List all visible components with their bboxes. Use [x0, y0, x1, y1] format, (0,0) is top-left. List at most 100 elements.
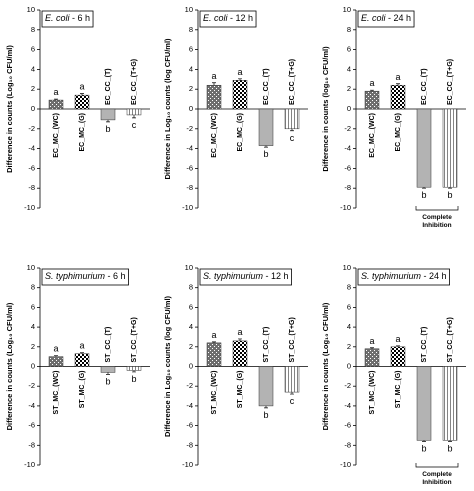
significance-letter: b: [421, 443, 426, 453]
y-tick-label: 6: [347, 45, 351, 54]
bar: [258, 366, 274, 407]
y-axis-label: Difference in Log₁₀ counts (log CFU/ml): [163, 295, 172, 437]
panel: -10 -8 -6 -4 -2 0 2 4 6 8 10 Difference in counts (…: [5, 263, 150, 469]
significance-letter: a: [395, 72, 400, 82]
x-tick-label: EC_CC_(T+G): [131, 59, 138, 105]
significance-letter: b: [105, 124, 110, 134]
y-tick-label: 10: [27, 5, 35, 14]
x-tick-label: EC_MC_(G): [79, 113, 86, 152]
significance-letter: a: [237, 67, 242, 77]
x-tick-label: ST_MC_(WC): [53, 371, 60, 415]
panel: -10 -8 -6 -4 -2 0 2 4 6 8 10 Difference in Log₁₀ co…: [163, 5, 308, 212]
y-tick-label: 2: [347, 84, 351, 93]
panel-title: E. coli - 6 h: [45, 13, 90, 23]
panel-title: S. typhimurium - 6 h: [45, 271, 126, 281]
bar: [390, 346, 406, 367]
panel-title: S. typhimurium - 12 h: [203, 271, 289, 281]
y-tick-label: 6: [347, 302, 351, 311]
title-time: - 6 h: [70, 13, 91, 23]
y-tick-label: 8: [31, 283, 35, 292]
y-tick-label: -2: [186, 124, 193, 133]
y-tick-label: 4: [189, 322, 193, 331]
y-tick-label: 6: [31, 302, 35, 311]
y-tick-label: 6: [189, 45, 193, 54]
significance-letter: b: [421, 190, 426, 200]
error-bar: [80, 93, 84, 96]
significance-letter: a: [211, 71, 216, 81]
title-time: - 12 h: [228, 13, 254, 23]
x-tick-label: EC_CC_(T): [263, 68, 270, 105]
x-tick-label: EC_MC_(WC): [369, 113, 376, 158]
panel: -10 -8 -6 -4 -2 0 2 4 6 8 10 Difference in counts (…: [5, 5, 150, 212]
title-time: - 24 h: [421, 271, 447, 281]
y-tick-label: 2: [31, 342, 35, 351]
bar: [390, 84, 406, 110]
y-tick-label: -10: [182, 203, 193, 212]
y-tick-label: -6: [344, 421, 351, 430]
error-bar: [54, 355, 58, 357]
y-tick-label: -8: [344, 183, 351, 192]
y-tick-label: 2: [189, 84, 193, 93]
significance-letter: a: [369, 78, 374, 88]
title-organism: S. typhimurium: [45, 271, 106, 281]
x-tick-label: EC_CC_(T+G): [289, 59, 296, 105]
bar: [100, 366, 116, 373]
significance-letter: b: [447, 443, 452, 453]
y-tick-label: 0: [189, 104, 193, 113]
significance-letter: b: [263, 149, 268, 159]
x-tick-label: ST_MC_(G): [395, 371, 402, 409]
y-tick-label: -4: [344, 144, 351, 153]
title-time: - 6 h: [105, 271, 126, 281]
y-tick-label: 4: [189, 64, 193, 73]
bar: [416, 366, 432, 441]
x-tick-label: ST_CC_(T): [105, 327, 112, 363]
y-tick-label: -2: [344, 381, 351, 390]
significance-letter: a: [369, 336, 374, 346]
bar: [442, 108, 458, 188]
y-tick-label: 0: [347, 104, 351, 113]
x-tick-label: ST_MC_(WC): [369, 371, 376, 415]
annotation: Complete: [422, 471, 452, 478]
panel-title: E. coli - 12 h: [203, 13, 253, 23]
y-tick-label: 0: [31, 361, 35, 370]
panel: -10 -8 -6 -4 -2 0 2 4 6 8 10 Difference in Log₁₀ co…: [163, 263, 308, 469]
y-tick-label: -8: [28, 183, 35, 192]
error-bar: [106, 372, 110, 375]
bracket: [415, 206, 459, 211]
y-tick-label: -6: [28, 163, 35, 172]
bar: [74, 94, 90, 110]
error-bar: [448, 187, 452, 189]
significance-letter: a: [211, 330, 216, 340]
error-bar: [370, 347, 374, 349]
significance-letter: a: [79, 82, 84, 92]
y-tick-label: 4: [31, 64, 35, 73]
significance-letter: a: [53, 87, 58, 97]
y-tick-label: -8: [28, 440, 35, 449]
error-bar: [238, 338, 242, 341]
x-tick-label: EC_MC_(WC): [211, 113, 218, 158]
bar: [74, 353, 90, 367]
significance-letter: b: [105, 376, 110, 386]
bar: [100, 108, 116, 121]
error-bar: [212, 82, 216, 86]
bar: [126, 108, 142, 116]
bar: [364, 90, 380, 110]
y-tick-label: -10: [182, 460, 193, 469]
y-tick-label: 10: [185, 5, 193, 14]
x-tick-label: ST_CC_(T+G): [289, 317, 296, 362]
title-time: - 24 h: [386, 13, 412, 23]
x-tick-label: ST_CC_(T+G): [447, 317, 454, 362]
y-tick-label: 8: [347, 25, 351, 34]
error-bar: [396, 83, 400, 86]
annotation: Inhibition: [422, 479, 451, 486]
title-box: [199, 268, 292, 286]
y-tick-label: -10: [24, 203, 35, 212]
title-organism: S. typhimurium: [203, 271, 264, 281]
title-box: [41, 268, 129, 286]
x-tick-label: EC_CC_(T): [421, 68, 428, 105]
panel-title: S. typhimurium - 24 h: [361, 271, 447, 281]
y-tick-label: 8: [189, 25, 193, 34]
y-tick-label: -4: [186, 401, 193, 410]
error-bar: [290, 128, 294, 132]
